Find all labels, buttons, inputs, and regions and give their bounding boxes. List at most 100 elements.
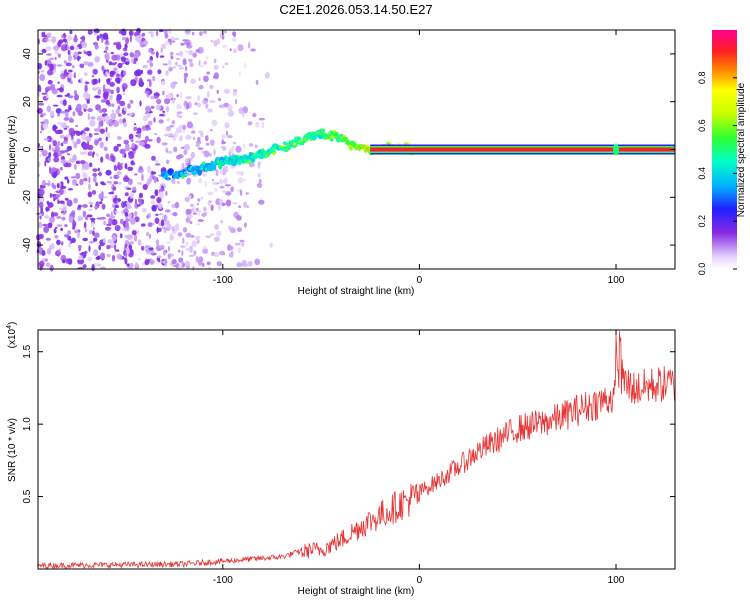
noise-speckle <box>126 187 132 190</box>
ridge-point <box>247 160 251 164</box>
x-tick-label: 0 <box>417 275 423 286</box>
noise-speckle <box>116 73 120 77</box>
noise-speckle <box>63 32 66 38</box>
noise-speckle <box>261 121 265 129</box>
noise-speckle <box>197 212 201 216</box>
noise-speckle <box>197 136 201 143</box>
noise-speckle <box>144 111 148 115</box>
noise-speckle <box>84 216 89 220</box>
ridge-point <box>333 131 339 137</box>
colorbar-tick-label: 0.8 <box>697 72 707 85</box>
noise-speckle <box>93 32 98 36</box>
noise-speckle <box>103 50 108 53</box>
noise-speckle <box>222 44 228 49</box>
noise-speckle <box>116 41 121 45</box>
noise-speckle <box>157 259 161 263</box>
noise-speckle <box>54 226 58 229</box>
noise-speckle <box>72 139 75 144</box>
noise-speckle <box>192 136 196 140</box>
noise-speckle <box>145 124 151 129</box>
noise-speckle <box>243 178 247 182</box>
noise-speckle <box>99 252 106 260</box>
y-tick-label: 0.5 <box>22 489 33 503</box>
noise-speckle <box>116 143 122 147</box>
noise-speckle <box>166 118 170 122</box>
noise-speckle <box>56 94 63 98</box>
noise-speckle <box>101 108 108 113</box>
noise-speckle <box>202 262 205 268</box>
noise-speckle <box>49 63 54 71</box>
noise-speckle <box>49 192 53 199</box>
noise-speckle <box>104 54 110 61</box>
noise-speckle <box>45 38 49 42</box>
noise-speckle <box>244 62 247 69</box>
noise-speckle <box>93 78 98 85</box>
noise-speckle <box>221 141 227 145</box>
noise-speckle <box>91 264 95 272</box>
ridge-point <box>286 147 290 151</box>
noise-speckle <box>130 79 137 87</box>
noise-speckle <box>129 99 134 104</box>
noise-speckle <box>167 223 172 230</box>
noise-speckle <box>62 211 66 215</box>
noise-speckle <box>44 60 47 66</box>
noise-speckle <box>76 138 81 145</box>
noise-speckle <box>51 36 57 44</box>
noise-speckle <box>98 77 101 84</box>
noise-speckle <box>191 240 197 248</box>
noise-speckle <box>202 100 208 104</box>
noise-speckle <box>148 247 154 251</box>
noise-speckle <box>207 199 211 206</box>
noise-speckle <box>44 258 48 262</box>
noise-speckle <box>269 242 273 248</box>
noise-speckle <box>77 217 82 221</box>
noise-speckle <box>231 145 235 152</box>
noise-speckle <box>254 258 261 266</box>
y-tick-label: 1.0 <box>22 417 33 431</box>
noise-speckle <box>206 261 211 266</box>
noise-speckle <box>155 51 159 59</box>
noise-speckle <box>248 143 254 147</box>
noise-speckle <box>64 176 69 180</box>
noise-speckle <box>170 81 176 89</box>
noise-speckle <box>36 91 41 97</box>
noise-speckle <box>145 231 150 237</box>
noise-speckle <box>90 221 95 227</box>
noise-speckle <box>118 30 123 34</box>
noise-speckle <box>63 127 68 130</box>
noise-speckle <box>185 232 192 238</box>
noise-speckle <box>65 258 70 264</box>
noise-speckle <box>154 163 161 166</box>
noise-speckle <box>224 122 230 129</box>
noise-speckle <box>44 215 50 219</box>
noise-speckle <box>182 237 185 244</box>
noise-speckle <box>108 221 111 225</box>
noise-speckle <box>45 262 51 268</box>
noise-speckle <box>164 33 169 39</box>
noise-speckle <box>84 221 87 229</box>
noise-speckle <box>134 198 137 205</box>
noise-speckle <box>109 81 115 87</box>
noise-speckle <box>172 66 176 69</box>
noise-speckle <box>186 172 192 176</box>
noise-speckle <box>175 62 178 66</box>
noise-speckle <box>53 228 57 234</box>
noise-speckle <box>218 97 222 102</box>
noise-speckle <box>156 226 159 234</box>
noise-speckle <box>181 250 184 256</box>
noise-speckle <box>115 98 119 101</box>
noise-speckle <box>72 226 75 230</box>
noise-speckle <box>40 130 42 134</box>
noise-speckle <box>174 201 180 209</box>
noise-speckle <box>172 40 176 43</box>
noise-speckle <box>106 253 111 258</box>
noise-speckle <box>38 84 41 90</box>
noise-speckle <box>176 57 180 61</box>
noise-speckle <box>234 98 238 105</box>
noise-speckle <box>153 95 159 99</box>
noise-speckle <box>68 127 75 134</box>
noise-speckle <box>170 36 175 42</box>
noise-speckle <box>62 259 66 264</box>
noise-speckle <box>157 69 162 75</box>
noise-speckle <box>241 259 247 267</box>
